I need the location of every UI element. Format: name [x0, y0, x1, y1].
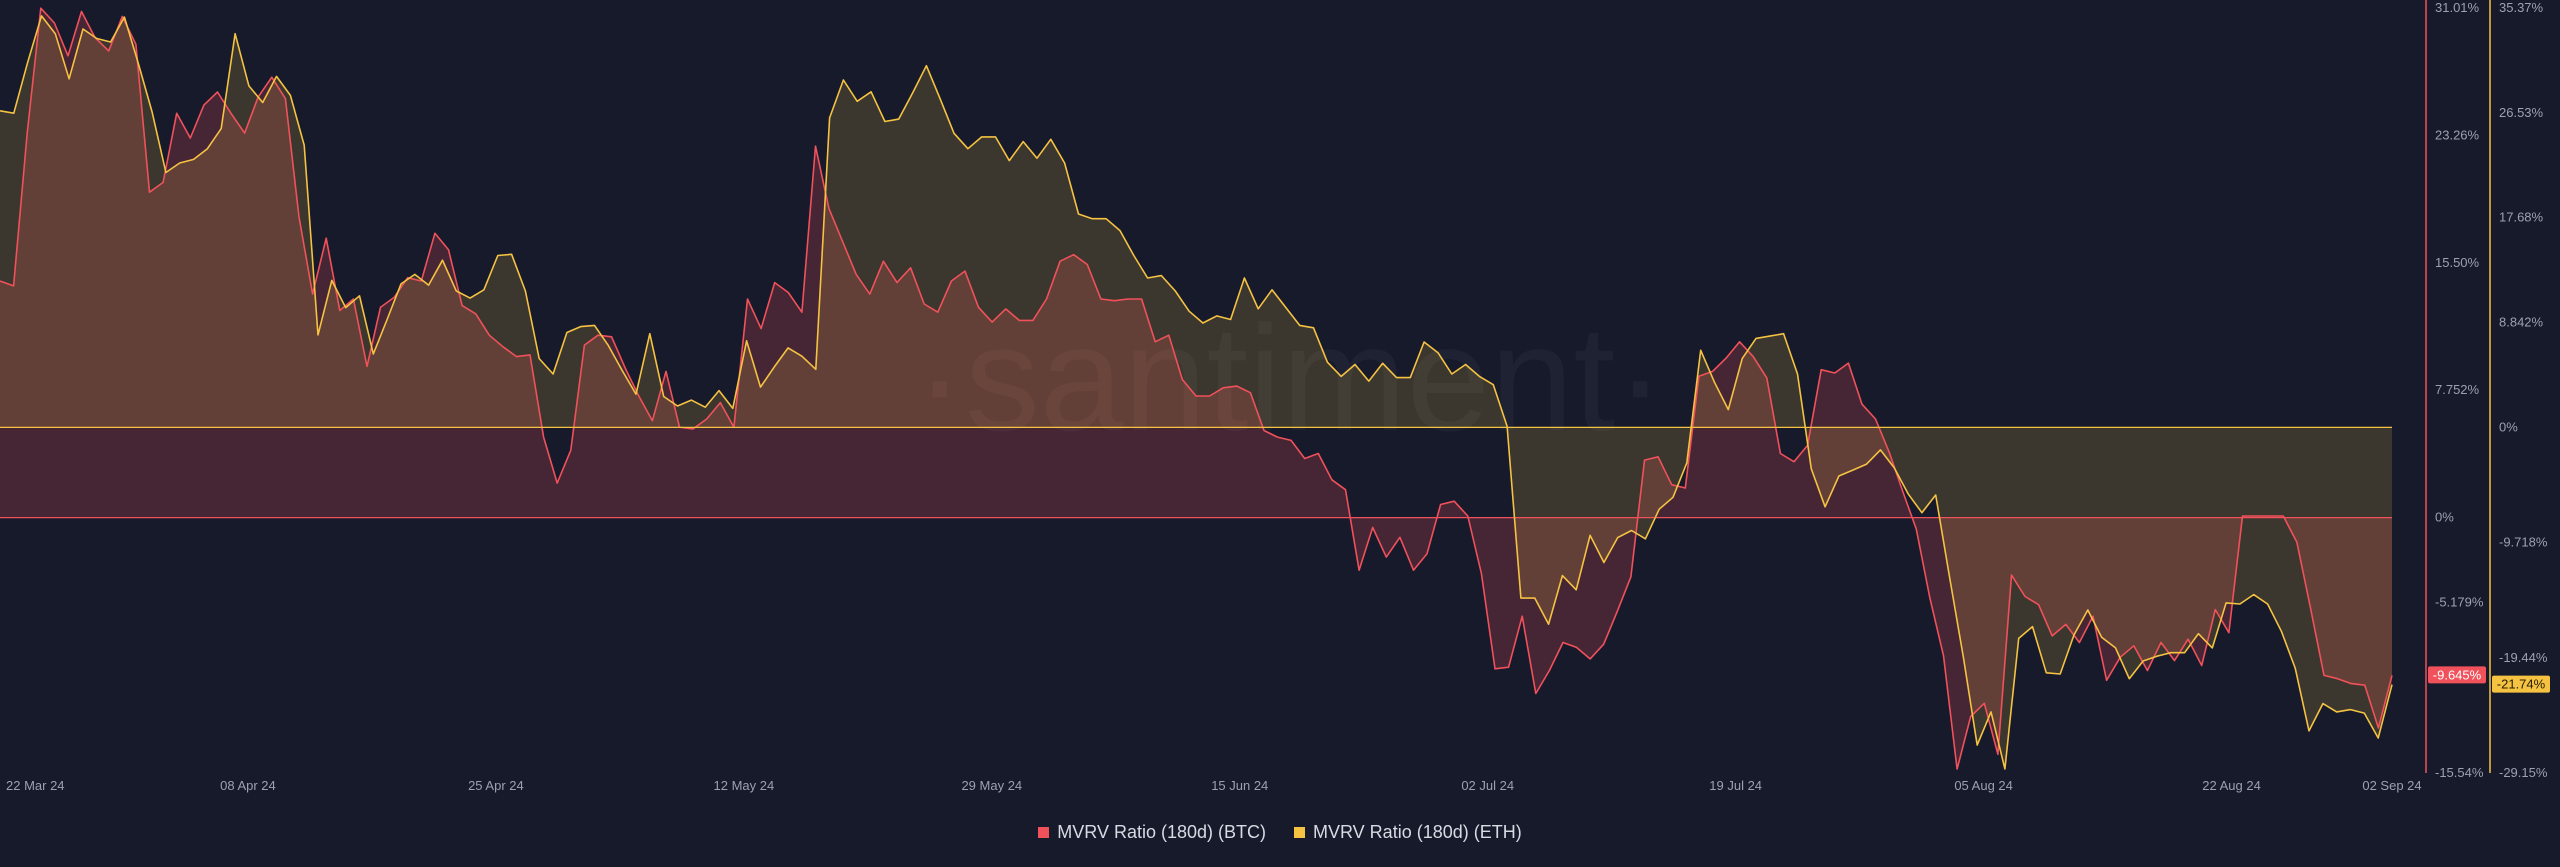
last-value-badge-eth — [2492, 675, 2550, 693]
x-tick: 02 Jul 24 — [1461, 778, 1514, 793]
watermark: ·santiment· — [915, 294, 1665, 462]
line-eth — [0, 15, 2393, 770]
y-right-tick: -19.44% — [2499, 650, 2548, 665]
legend-swatch-eth — [1294, 827, 1305, 838]
last-value-badges: -9.645% -21.74% — [2428, 666, 2550, 693]
legend: MVRV Ratio (180d) (BTC) MVRV Ratio (180d… — [0, 822, 2560, 843]
x-tick: 15 Jun 24 — [1211, 778, 1268, 793]
x-tick: 08 Apr 24 — [220, 778, 276, 793]
area-eth — [0, 15, 2392, 769]
y-right-tick: -29.15% — [2499, 765, 2548, 780]
area-btc — [0, 8, 2392, 770]
last-value-label-btc: -9.645% — [2433, 667, 2482, 682]
x-tick: 22 Aug 24 — [2202, 778, 2261, 793]
y-right-tick: 8.842% — [2499, 315, 2544, 330]
y-left-tick: 0% — [2435, 510, 2454, 525]
y-left-tick: 7.752% — [2435, 382, 2480, 397]
legend-swatch-btc — [1038, 827, 1050, 838]
x-tick: 12 May 24 — [714, 778, 775, 793]
y-right-tick: -9.718% — [2499, 535, 2548, 550]
legend-label-eth: MVRV Ratio (180d) (ETH) — [1313, 822, 1522, 842]
y-right-tick: 17.68% — [2499, 210, 2544, 225]
y-right-tick: 0% — [2499, 419, 2518, 434]
y-left-tick: -5.179% — [2435, 595, 2484, 610]
last-value-label-eth: -21.74% — [2497, 677, 2546, 692]
axes: 31.01% 23.26% 15.50% 7.752% 0% -5.179% -15.54%… — [6, 0, 2548, 793]
y-left-tick: 23.26% — [2435, 127, 2480, 142]
y-left-tick: -15.54% — [2435, 765, 2484, 780]
y-right-tick: 35.37% — [2499, 0, 2544, 15]
x-tick: 22 Mar 24 — [6, 778, 65, 793]
x-tick: 02 Sep 24 — [2362, 778, 2421, 793]
last-value-badge-btc — [2428, 666, 2486, 684]
y-left-tick: 31.01% — [2435, 0, 2480, 15]
x-tick: 19 Jul 24 — [1709, 778, 1762, 793]
series-lines — [0, 7, 2393, 770]
y-right-tick: 26.53% — [2499, 105, 2544, 120]
legend-label-btc: MVRV Ratio (180d) (BTC) — [1057, 822, 1266, 842]
legend-item-btc[interactable]: MVRV Ratio (180d) (BTC) — [1038, 822, 1266, 843]
y-left-tick: 15.50% — [2435, 255, 2480, 270]
x-tick: 25 Apr 24 — [468, 778, 524, 793]
x-tick: 05 Aug 24 — [1954, 778, 2013, 793]
legend-item-eth[interactable]: MVRV Ratio (180d) (ETH) — [1294, 822, 1522, 843]
x-tick: 29 May 24 — [961, 778, 1022, 793]
series-areas — [0, 8, 2392, 770]
